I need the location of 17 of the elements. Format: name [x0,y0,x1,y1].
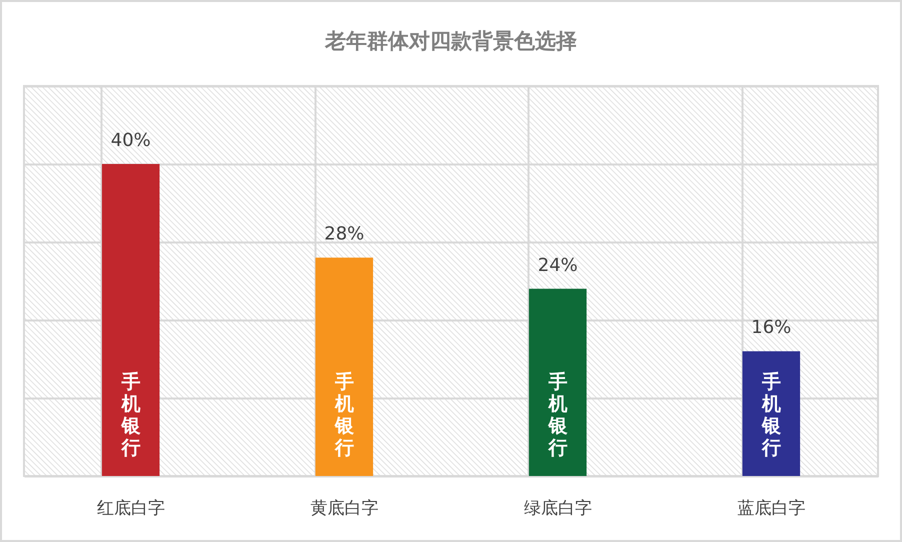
annotation: 手机银行 [334,371,355,459]
annotation: 手机银行 [120,371,142,459]
x-tick-label: 红底白字 [96,498,165,518]
annotation: 手机银行 [760,371,782,459]
chart-title: 老年群体对四款背景色选择 [324,29,577,53]
x-tick-label: 蓝底白字 [737,498,806,518]
data-label: 40% [110,130,151,151]
bar [528,288,587,476]
annotation: 手机银行 [547,371,568,459]
bar [102,164,160,476]
data-label: 24% [538,254,578,276]
bar [315,258,374,476]
data-label: 28% [324,224,364,245]
data-label: 16% [751,317,792,338]
x-tick-label: 绿底白字 [524,498,592,518]
x-tick-label: 黄底白字 [310,498,378,518]
bar [742,351,800,476]
